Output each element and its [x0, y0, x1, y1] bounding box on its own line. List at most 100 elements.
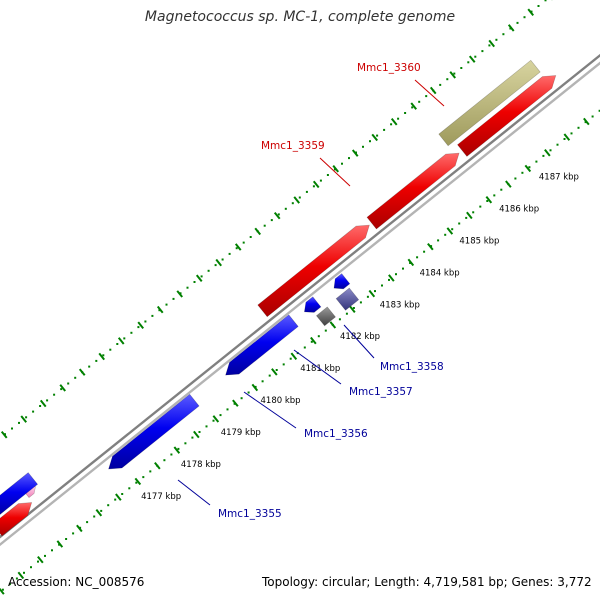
gene-label: Mmc1_3359	[261, 140, 325, 152]
gc-dot-inner	[107, 504, 110, 507]
scale-tick-outer	[449, 71, 457, 79]
scale-tick-inner	[388, 274, 395, 282]
gc-dot-inner	[451, 228, 454, 231]
gc-dot-outer	[298, 196, 301, 199]
gc-dot-inner	[114, 498, 117, 501]
gene-mmc1-3355-arrow	[108, 393, 200, 470]
scale-tick-inner	[485, 195, 493, 204]
scale-tick-outer	[117, 337, 125, 345]
scale-tick-outer	[195, 274, 203, 283]
gc-dot-outer	[242, 241, 245, 244]
gc-dot-inner	[170, 453, 173, 456]
scale-tick-outer	[20, 415, 28, 423]
scale-tick-outer	[98, 352, 106, 361]
gc-dot-inner	[65, 538, 68, 540]
scale-label: 4177 kbp	[141, 492, 181, 502]
scale-tick-inner	[154, 462, 161, 470]
scale-tick-outer	[371, 133, 379, 142]
gc-dot-outer	[509, 27, 512, 30]
gc-dot-outer	[319, 179, 322, 182]
gc-dot-outer	[18, 421, 20, 424]
scale-tick-outer	[254, 227, 262, 236]
gc-dot-outer	[228, 252, 231, 255]
gc-dot-outer	[179, 292, 182, 295]
scale-tick-inner	[446, 227, 454, 235]
gc-dot-inner	[37, 560, 39, 563]
gc-dot-outer	[123, 337, 126, 340]
scale-tick-outer	[39, 399, 47, 408]
scale-label: 4186 kbp	[499, 205, 539, 215]
scale-tick-inner	[524, 164, 532, 173]
gc-dot-outer	[270, 219, 273, 222]
gc-dot-inner	[423, 250, 426, 253]
gc-dot-outer	[481, 50, 484, 53]
gc-dot-outer	[425, 95, 428, 98]
gc-dot-inner	[261, 380, 264, 383]
gc-dot-outer	[263, 224, 266, 227]
gc-dot-inner	[86, 521, 89, 524]
gc-dot-outer	[284, 207, 287, 210]
scale-tick-inner	[193, 430, 200, 439]
gc-dot-outer	[383, 128, 386, 131]
scale-tick-inner	[466, 211, 473, 220]
scale-tick-inner	[115, 493, 122, 501]
gc-dot-inner	[289, 357, 292, 360]
gc-dot-outer	[418, 100, 421, 103]
scale-tick-outer	[488, 39, 496, 48]
gc-dot-inner	[149, 470, 152, 473]
gc-dot-outer	[11, 427, 13, 430]
scale-tick-outer	[390, 118, 398, 126]
scale-label: 4182 kbp	[340, 332, 380, 342]
gc-dot-inner	[44, 554, 46, 557]
scale-tick-outer	[293, 196, 301, 204]
map-title: Magnetococcus sp. MC-1, complete genome	[144, 9, 456, 25]
scale-tick-inner	[37, 555, 44, 564]
gc-dot-inner	[486, 200, 489, 202]
annotation-labels: Mmc1_3355 Mmc1_3356 Mmc1_3357 Mmc1_3358 Mmc1…	[177, 62, 445, 520]
gc-dot-inner	[465, 216, 468, 219]
scale-tick-outer	[468, 55, 476, 63]
gc-dot-outer	[537, 5, 540, 7]
gc-dot-outer	[369, 140, 371, 143]
scale-tick-outer	[507, 24, 515, 32]
gc-dot-outer	[221, 258, 224, 261]
gc-dot-outer	[207, 269, 210, 272]
gc-dot-inner	[359, 301, 362, 304]
gc-dot-outer	[165, 303, 168, 306]
gene-leader-line	[414, 79, 445, 107]
gc-dot-outer	[544, 0, 547, 2]
gene-label: Mmc1_3356	[304, 428, 368, 440]
gc-dot-inner	[395, 273, 397, 276]
scale-tick-inner	[56, 540, 64, 548]
gene-leader-line	[177, 479, 211, 506]
gene-forward-left-arrow	[0, 502, 33, 537]
gc-dot-inner	[444, 233, 447, 236]
scale-tick-inner	[212, 415, 220, 423]
genome-backbone	[0, 53, 600, 547]
gc-dot-outer	[305, 190, 308, 193]
gc-dot-inner	[514, 177, 517, 180]
gc-dot-outer	[172, 297, 175, 300]
scale-tick-outer	[215, 258, 223, 267]
gc-dot-inner	[121, 493, 124, 495]
gc-dot-outer	[404, 112, 407, 114]
gc-dot-inner	[521, 171, 524, 174]
gene-other-strip	[438, 59, 541, 147]
gc-dot-outer	[249, 236, 252, 238]
gc-dot-inner	[135, 481, 138, 484]
gc-dot-outer	[516, 21, 519, 24]
scale-tick-inner	[310, 336, 317, 345]
scale-tick-outer	[429, 86, 437, 95]
scale-tick-inner	[349, 305, 356, 314]
gc-dot-outer	[453, 72, 456, 75]
gc-dot-inner	[142, 476, 145, 479]
gc-dot-outer	[74, 376, 77, 379]
gc-dot-inner	[219, 414, 222, 417]
scale-tick-outer	[273, 211, 281, 220]
gc-dot-inner	[240, 397, 243, 400]
gc-dot-inner	[493, 194, 496, 197]
gc-dot-outer	[446, 78, 449, 81]
scale-tick-outer	[176, 290, 184, 298]
